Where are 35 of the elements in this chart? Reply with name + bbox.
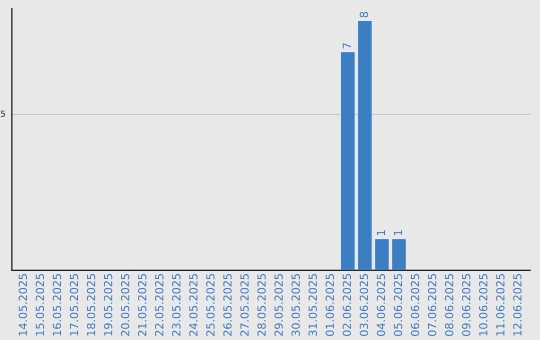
x-tick-label: 28.05.2025 [257,274,266,336]
x-tick-label: 25.05.2025 [206,274,215,336]
x-tick-label: 17.05.2025 [70,274,78,336]
x-tick-label: 08.06.2025 [444,274,454,336]
x-tick-label: 27.05.2025 [240,274,249,336]
x-tick-label: 30.05.2025 [291,274,300,336]
data-label: 7 [342,43,351,48]
x-tick-label: 07.06.2025 [428,274,436,336]
x-tick-label: 01.06.2025 [326,274,334,336]
x-tick-label: 20.05.2025 [120,274,130,336]
x-tick-label: 23.05.2025 [172,274,181,336]
x-tick-label: 06.06.2025 [410,274,420,336]
x-tick-label: 29.05.2025 [274,274,283,336]
x-tick-label: 03.06.2025 [360,274,368,336]
x-tick-label: 09.06.2025 [462,274,470,336]
ref-line-label: 5 [1,110,5,117]
x-tick-label: 26.05.2025 [223,274,232,336]
x-tick-label: 12.06.2025 [513,274,522,336]
x-tick-label: 16.05.2025 [52,274,62,336]
x-tick-label: 24.05.2025 [189,274,198,336]
x-tick-label: 10.06.2025 [479,274,488,336]
x-tick-label: 02.06.2025 [342,274,352,336]
data-label: 1 [394,230,402,236]
x-tick-label: 22.05.2025 [155,274,164,336]
x-tick-label: 31.05.2025 [308,274,317,336]
x-tick-label: 14.05.2025 [18,274,28,336]
x-tick-label: 11.06.2025 [496,274,505,336]
x-tick-label: 15.05.2025 [36,274,44,336]
data-label: 8 [360,12,368,18]
data-label: 1 [376,230,385,236]
x-tick-label: 19.05.2025 [104,274,112,336]
x-tick-label: 18.05.2025 [86,274,96,336]
x-tick-label: 21.05.2025 [138,274,146,336]
x-tick-label: 05.06.2025 [394,274,402,336]
x-tick-label: 04.06.2025 [376,274,386,336]
